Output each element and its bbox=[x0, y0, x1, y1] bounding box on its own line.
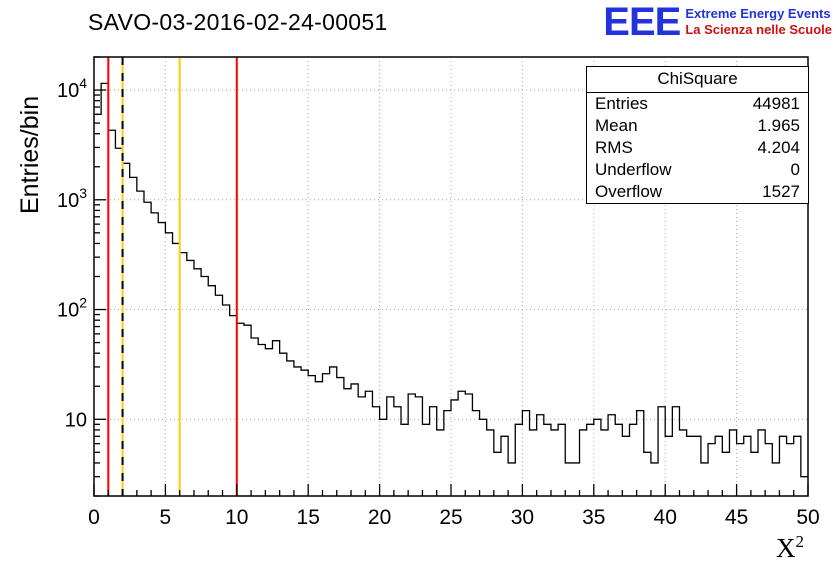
svg-text:10: 10 bbox=[225, 506, 248, 529]
svg-text:5: 5 bbox=[160, 506, 172, 529]
stats-value: 4.204 bbox=[757, 138, 800, 157]
svg-text:0: 0 bbox=[88, 506, 100, 529]
x-axis-label-sup: 2 bbox=[795, 532, 805, 551]
stats-label: Overflow bbox=[595, 182, 663, 201]
stats-title: ChiSquare bbox=[587, 67, 808, 93]
svg-text:20: 20 bbox=[368, 506, 391, 529]
stats-value: 1.965 bbox=[757, 116, 800, 135]
stats-row-entries: Entries 44981 bbox=[587, 93, 808, 115]
stats-value: 1527 bbox=[762, 182, 800, 201]
x-axis-label: X2 bbox=[776, 532, 804, 564]
stats-box: ChiSquare Entries 44981 Mean 1.965 RMS 4… bbox=[586, 66, 809, 204]
svg-text:35: 35 bbox=[582, 506, 605, 529]
eee-logo-line1: Extreme Energy Events bbox=[685, 6, 831, 22]
stats-label: Entries bbox=[595, 94, 648, 113]
stats-row-mean: Mean 1.965 bbox=[587, 115, 808, 137]
svg-text:25: 25 bbox=[439, 506, 462, 529]
svg-text:30: 30 bbox=[511, 506, 534, 529]
plot-title: SAVO-03-2016-02-24-00051 bbox=[88, 9, 388, 35]
svg-text:40: 40 bbox=[654, 506, 677, 529]
svg-text:104: 104 bbox=[57, 75, 87, 102]
stats-label: Mean bbox=[595, 116, 638, 135]
stats-value: 44981 bbox=[752, 94, 800, 113]
svg-text:50: 50 bbox=[796, 506, 819, 529]
stats-label: Underflow bbox=[595, 160, 672, 179]
eee-logo-text: Extreme Energy Events La Scienza nelle S… bbox=[685, 6, 832, 37]
stats-row-rms: RMS 4.204 bbox=[587, 137, 808, 159]
eee-logo-letters: EEE bbox=[603, 0, 681, 44]
svg-text:103: 103 bbox=[57, 185, 87, 212]
stats-row-overflow: Overflow 1527 bbox=[587, 181, 808, 203]
svg-text:10: 10 bbox=[65, 409, 87, 431]
svg-text:45: 45 bbox=[725, 506, 748, 529]
eee-logo-line2: La Scienza nelle Scuole bbox=[685, 22, 832, 37]
y-axis-label: Entries/bin bbox=[16, 95, 44, 214]
stats-value: 0 bbox=[790, 160, 800, 179]
stats-row-underflow: Underflow 0 bbox=[587, 159, 808, 181]
svg-text:102: 102 bbox=[57, 295, 87, 322]
stats-label: RMS bbox=[595, 138, 633, 157]
svg-text:15: 15 bbox=[297, 506, 320, 529]
x-axis-label-base: X bbox=[776, 533, 796, 563]
eee-logo: EEE Extreme Energy Events La Scienza nel… bbox=[603, 0, 832, 44]
